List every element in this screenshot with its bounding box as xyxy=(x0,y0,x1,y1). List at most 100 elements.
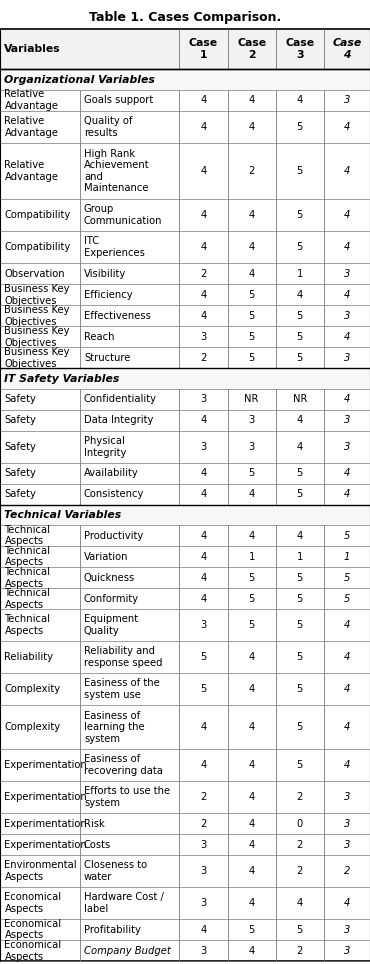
Text: Observation: Observation xyxy=(4,269,65,279)
Text: Easiness of the
system use: Easiness of the system use xyxy=(84,679,160,700)
Text: 5: 5 xyxy=(296,490,303,499)
Text: 4: 4 xyxy=(344,620,350,630)
Text: Quickness: Quickness xyxy=(84,573,135,582)
Text: 5: 5 xyxy=(248,310,255,321)
Text: 4: 4 xyxy=(249,898,255,908)
Text: 1: 1 xyxy=(344,551,350,562)
Text: 5: 5 xyxy=(200,684,207,694)
Text: Equipment
Quality: Equipment Quality xyxy=(84,614,138,636)
Text: 3: 3 xyxy=(201,620,206,630)
Text: 4: 4 xyxy=(297,95,303,105)
Text: Technical
Aspects: Technical Aspects xyxy=(4,524,50,547)
Text: Compatibility: Compatibility xyxy=(4,242,71,253)
Text: 4: 4 xyxy=(201,573,206,582)
Text: Risk: Risk xyxy=(84,818,105,829)
Text: 5: 5 xyxy=(248,469,255,478)
Text: 2: 2 xyxy=(200,269,207,279)
Text: Experimentation: Experimentation xyxy=(4,818,87,829)
Text: 5: 5 xyxy=(248,924,255,935)
Text: 4: 4 xyxy=(201,761,206,770)
Text: 4: 4 xyxy=(201,310,206,321)
Text: High Rank
Achievement
and
Maintenance: High Rank Achievement and Maintenance xyxy=(84,148,149,194)
Text: 4: 4 xyxy=(249,684,255,694)
Text: Case
3: Case 3 xyxy=(285,39,314,60)
Text: 4: 4 xyxy=(344,653,350,662)
Bar xyxy=(0,368,370,388)
Text: 4: 4 xyxy=(249,490,255,499)
Text: 4: 4 xyxy=(249,818,255,829)
Text: 5: 5 xyxy=(296,332,303,342)
Text: Variation: Variation xyxy=(84,551,128,562)
Text: Costs: Costs xyxy=(84,840,111,849)
Text: Easiness of
recovering data: Easiness of recovering data xyxy=(84,755,163,776)
Text: Easiness of
learning the
system: Easiness of learning the system xyxy=(84,710,145,744)
Text: Business Key
Objectives: Business Key Objectives xyxy=(4,284,70,306)
Text: 4: 4 xyxy=(201,242,206,253)
Text: Economical
Aspects: Economical Aspects xyxy=(4,893,61,914)
Text: 4: 4 xyxy=(249,792,255,802)
Text: 3: 3 xyxy=(344,924,350,935)
Text: 4: 4 xyxy=(249,946,255,955)
Text: Goals support: Goals support xyxy=(84,95,153,105)
Text: 4: 4 xyxy=(249,867,255,876)
Text: Technical
Aspects: Technical Aspects xyxy=(4,588,50,609)
Text: 4: 4 xyxy=(201,121,206,132)
Text: Reliability: Reliability xyxy=(4,653,53,662)
Text: Availability: Availability xyxy=(84,469,139,478)
Text: 4: 4 xyxy=(344,242,350,253)
Text: 4: 4 xyxy=(344,490,350,499)
Text: Profitability: Profitability xyxy=(84,924,141,935)
Text: 4: 4 xyxy=(201,95,206,105)
Text: Case
1: Case 1 xyxy=(189,39,218,60)
Text: 3: 3 xyxy=(344,840,350,849)
Text: 5: 5 xyxy=(296,761,303,770)
Text: 4: 4 xyxy=(344,121,350,132)
Text: Relative
Advantage: Relative Advantage xyxy=(4,160,58,182)
Text: Reach: Reach xyxy=(84,332,114,342)
Text: 5: 5 xyxy=(248,620,255,630)
Text: 5: 5 xyxy=(296,353,303,362)
Text: Safety: Safety xyxy=(4,415,36,425)
Text: 5: 5 xyxy=(296,469,303,478)
Text: 3: 3 xyxy=(344,353,350,362)
Text: 4: 4 xyxy=(249,653,255,662)
Text: Business Key
Objectives: Business Key Objectives xyxy=(4,326,70,348)
Text: 5: 5 xyxy=(248,332,255,342)
Text: 4: 4 xyxy=(249,840,255,849)
Text: 4: 4 xyxy=(344,722,350,733)
Text: NR: NR xyxy=(245,394,259,404)
Text: 4: 4 xyxy=(344,761,350,770)
Text: 1: 1 xyxy=(296,551,303,562)
Text: 5: 5 xyxy=(296,210,303,220)
Text: 4: 4 xyxy=(344,898,350,908)
Text: 4: 4 xyxy=(249,242,255,253)
Text: Physical
Integrity: Physical Integrity xyxy=(84,436,127,458)
Text: 4: 4 xyxy=(344,394,350,404)
Text: Experimentation: Experimentation xyxy=(4,761,87,770)
Text: 0: 0 xyxy=(297,818,303,829)
Text: 4: 4 xyxy=(201,722,206,733)
Text: Confidentiality: Confidentiality xyxy=(84,394,157,404)
Text: Table 1. Cases Comparison.: Table 1. Cases Comparison. xyxy=(89,11,281,24)
Text: Visibility: Visibility xyxy=(84,269,126,279)
Text: Efforts to use the
system: Efforts to use the system xyxy=(84,787,170,808)
Text: 2: 2 xyxy=(296,840,303,849)
Text: Organizational Variables: Organizational Variables xyxy=(4,74,155,85)
Text: Variables: Variables xyxy=(4,44,61,54)
Text: 2: 2 xyxy=(200,353,207,362)
Text: 4: 4 xyxy=(201,594,206,603)
Text: 2: 2 xyxy=(296,792,303,802)
Text: Case
4: Case 4 xyxy=(332,39,361,60)
Text: Complexity: Complexity xyxy=(4,722,61,733)
Text: Technical
Aspects: Technical Aspects xyxy=(4,567,50,588)
Text: 4: 4 xyxy=(201,290,206,300)
Text: 3: 3 xyxy=(344,946,350,955)
Text: 2: 2 xyxy=(200,792,207,802)
Text: 1: 1 xyxy=(296,269,303,279)
Text: 5: 5 xyxy=(296,653,303,662)
Text: 4: 4 xyxy=(344,166,350,176)
Text: 3: 3 xyxy=(201,442,206,452)
Text: 4: 4 xyxy=(297,442,303,452)
Text: 3: 3 xyxy=(201,898,206,908)
Text: 5: 5 xyxy=(248,594,255,603)
